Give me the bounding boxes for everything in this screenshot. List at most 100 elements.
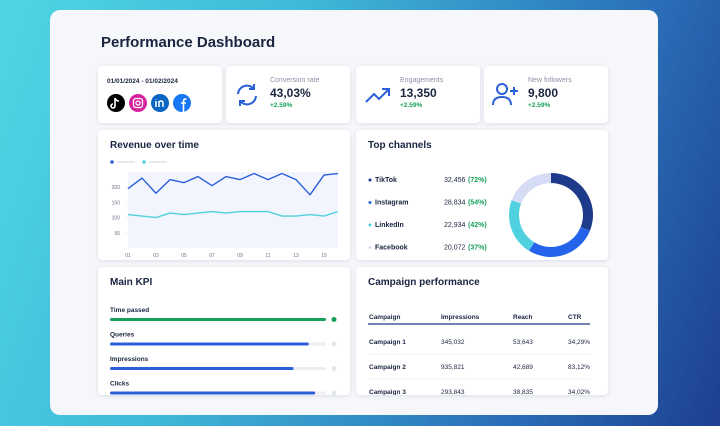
- table-cell: 293,843: [441, 389, 465, 395]
- table-cell: 38,835: [513, 389, 533, 395]
- channel-percent: (72%): [468, 177, 487, 184]
- line-chart: 50 100 150 200 01 03 05 07 09 11 13 15: [110, 160, 339, 259]
- kpi-value: 43,03%: [270, 86, 311, 100]
- x-tick-label: 07: [209, 253, 215, 259]
- y-tick-label: 200: [112, 185, 121, 191]
- social-icons: [107, 94, 191, 112]
- channel-value: 22,934: [444, 222, 466, 229]
- bar-label: Queries: [110, 332, 135, 339]
- card-title: Campaign performance: [368, 277, 480, 288]
- card-title: Revenue over time: [110, 140, 199, 151]
- channel-name: Instagram: [375, 200, 408, 207]
- trend-glyph: [365, 88, 390, 103]
- x-tick-label: 15: [321, 253, 327, 259]
- kpi-change: +2.59%: [528, 102, 551, 109]
- engagement-icon: [365, 88, 390, 103]
- channel-name: LinkedIn: [375, 222, 404, 229]
- dashboard-title: Performance Dashboard: [101, 34, 276, 51]
- kpi-label: Conversion rate: [270, 77, 320, 84]
- channels-card: Top channels TikTok 32,456 (72%) Instagram 2…: [356, 130, 608, 260]
- bar: [110, 318, 326, 321]
- kpi-card: New followers 9,800 +2.59%: [484, 66, 608, 123]
- y-tick-label: 150: [112, 200, 121, 206]
- bar-status: [331, 317, 337, 322]
- donut-chart: TikTok 32,456 (72%) Instagram 28,834 (54%) Lin…: [368, 173, 593, 257]
- bar-status: [331, 390, 337, 395]
- bar: [110, 342, 309, 346]
- column-header: Impressions: [441, 314, 480, 321]
- bar-label: Impressions: [110, 356, 149, 363]
- channel-value: 32,456: [444, 177, 466, 184]
- donut-segment: [511, 173, 551, 204]
- conversion-icon: [237, 84, 257, 106]
- donut-segment: [529, 227, 590, 257]
- table-cell: 34,02%: [568, 389, 590, 395]
- table-cell: 53,643: [513, 339, 533, 346]
- legend-swatch: [110, 160, 114, 164]
- bar: [110, 391, 316, 395]
- channel-name: TikTok: [375, 177, 397, 184]
- channel-percent: (42%): [468, 222, 487, 229]
- bar-status: [331, 366, 337, 371]
- table-cell: 935,821: [441, 364, 465, 371]
- plus-glyph: [492, 87, 518, 106]
- channel-value: 20,072: [444, 245, 466, 252]
- column-header: Campaign: [369, 314, 400, 321]
- card-title: Top channels: [368, 140, 432, 151]
- tiktok-glyph: [110, 97, 120, 109]
- donut-segment: [509, 200, 535, 251]
- x-tick-label: 05: [181, 253, 187, 259]
- bar-status: [331, 341, 337, 347]
- x-tick-label: 01: [125, 253, 131, 259]
- linkedin-icon: [151, 94, 169, 112]
- x-tick-label: 13: [293, 253, 299, 259]
- followers-icon: [492, 83, 518, 106]
- kpi-bars-card: Main KPI Time passed Queries Impressions Cl…: [98, 267, 350, 395]
- table-cell: Campaign 2: [369, 364, 406, 371]
- legend-dot: [368, 246, 372, 249]
- refresh-glyph: [237, 84, 257, 106]
- kpi-card: Conversion rate 43,03% +2.59%: [226, 66, 350, 123]
- linkedin-glyph: [155, 99, 164, 107]
- campaign-table: Campaign Impressions Reach CTR Campaign 1 345…: [368, 314, 590, 395]
- channel-percent: (54%): [468, 200, 487, 207]
- dashboard: Performance Dashboard 01/01/2024 - 01/02…: [50, 10, 658, 415]
- plot-area: [128, 172, 338, 248]
- table-cell: Campaign 1: [369, 339, 406, 346]
- date-range[interactable]: 01/01/2024 - 01/02/2024: [107, 78, 178, 85]
- card-title: Main KPI: [110, 277, 153, 288]
- channel-percent: (37%): [468, 245, 487, 252]
- kpi-label: New followers: [528, 77, 572, 84]
- line-series: [127, 172, 339, 196]
- table-cell: 345,032: [441, 339, 465, 346]
- table-cell: 34,29%: [568, 339, 590, 346]
- kpi-value: 9,800: [528, 86, 559, 100]
- bar-label: Clicks: [110, 381, 130, 388]
- instagram-glyph: [132, 97, 144, 109]
- y-tick-label: 100: [112, 216, 121, 222]
- kpi-change: +2.59%: [400, 102, 423, 109]
- table-cell: 42,689: [513, 364, 533, 371]
- y-tick-label: 50: [114, 231, 120, 237]
- kpi-change: +2.59%: [270, 102, 293, 109]
- date-card: 01/01/2024 - 01/02/2024: [98, 66, 222, 123]
- bar-label: Time passed: [110, 307, 149, 314]
- kpi-label: Engagements: [400, 77, 444, 84]
- channel-value: 28,834: [444, 200, 466, 207]
- channel-name: Facebook: [375, 245, 408, 252]
- tiktok-icon: [107, 94, 125, 112]
- column-header: CTR: [568, 314, 582, 321]
- line-series: [127, 210, 339, 219]
- column-header: Reach: [513, 314, 533, 321]
- campaign-card: Campaign performance Campaign Impressions…: [356, 267, 608, 395]
- x-tick-label: 11: [265, 253, 270, 259]
- progress-bars: Time passed Queries Impressions Clicks: [110, 307, 337, 395]
- revenue-card: Revenue over time 50 100 150 200 01 03 05 07 09 1…: [98, 130, 350, 260]
- person-glyph: [496, 83, 508, 95]
- instagram-glyph: [135, 100, 141, 106]
- kpi-card: Engagements 13,350 +2.59%: [356, 66, 480, 123]
- kpi-value: 13,350: [400, 86, 437, 100]
- bar: [110, 367, 294, 370]
- legend-dot: [368, 223, 372, 227]
